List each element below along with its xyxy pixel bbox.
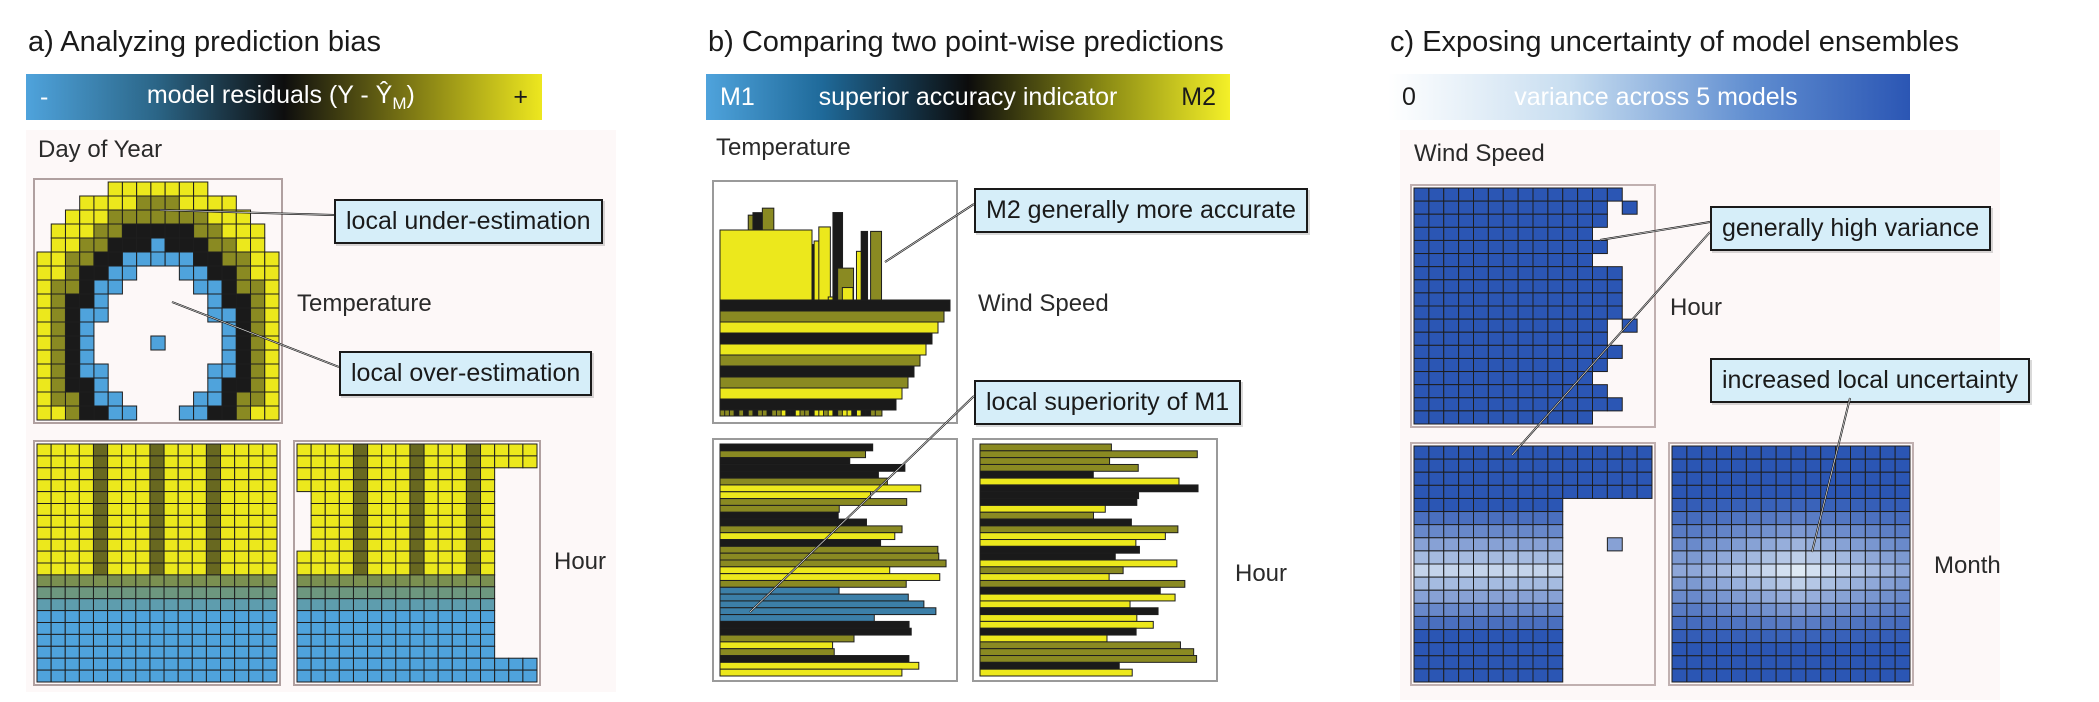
axis-label-wind-speed: Wind Speed (978, 290, 1109, 317)
axis-label-month: Month (1934, 552, 2001, 579)
axis-label-hour: Hour (1235, 560, 1288, 587)
callout-high-variance: generally high variance (1710, 206, 1992, 251)
panel-b-title: b) Comparing two point-wise predictions (708, 26, 1224, 58)
heatmap-hour-vs-month (1668, 442, 1914, 686)
residuals-colorbar: - model residuals (Y - ŶM) + (26, 74, 542, 120)
colorbar-title: variance across 5 models (1514, 82, 1798, 111)
heatmap-doy-vs-hour (33, 440, 281, 686)
colorbar-m1-label: M1 (720, 82, 755, 111)
heatmap-temperature-vs-hour (293, 440, 541, 686)
treemap-temperature-vs-wind-speed (712, 180, 958, 424)
panel-a-title: a) Analyzing prediction bias (28, 26, 382, 58)
callout-local-uncertainty: increased local uncertainty (1710, 358, 2030, 403)
axis-label-hour: Hour (1670, 294, 1723, 321)
heatmap-doy-vs-temperature (33, 178, 283, 424)
colorbar-zero-label: 0 (1402, 82, 1416, 111)
colorbar-m2-label: M2 (1181, 82, 1216, 111)
axis-label-temperature: Temperature (716, 134, 851, 161)
callout-over-estimation: local over-estimation (339, 351, 593, 396)
colorbar-title: model residuals (Y - ŶM) (146, 80, 415, 113)
axis-label-hour: Hour (554, 548, 607, 575)
callout-m2-more-accurate: M2 generally more accurate (974, 188, 1308, 233)
variance-colorbar: 0 variance across 5 models (1388, 74, 1910, 120)
axis-label-day-of-year: Day of Year (38, 136, 163, 163)
callout-under-estimation: local under-estimation (334, 199, 603, 244)
axis-label-temperature: Temperature (297, 290, 432, 317)
treemap-wind-speed-vs-hour (972, 438, 1218, 682)
accuracy-colorbar: M1 superior accuracy indicator M2 (706, 74, 1230, 120)
callout-local-superiority-m1: local superiority of M1 (974, 380, 1242, 425)
treemap-temperature-vs-hour (712, 438, 958, 682)
panel-c-title: c) Exposing uncertainty of model ensembl… (1390, 26, 1960, 58)
colorbar-title: superior accuracy indicator (818, 82, 1118, 111)
axis-label-wind-speed: Wind Speed (1414, 140, 1545, 167)
colorbar-min-label: - (40, 82, 49, 111)
heatmap-wind-speed-vs-month (1410, 442, 1656, 686)
heatmap-wind-speed-vs-hour (1410, 184, 1656, 428)
colorbar-max-label: + (513, 82, 528, 111)
